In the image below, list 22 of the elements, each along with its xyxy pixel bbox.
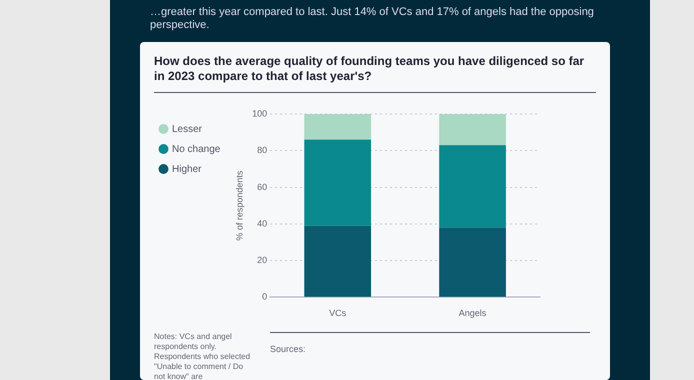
legend-label: Lesser <box>172 124 203 135</box>
y-tick-label: 80 <box>257 145 268 156</box>
y-tick-label: 60 <box>257 182 268 192</box>
text: Notes: VCs and angel respondents only. Respondents who selected "Unable to comment / Do not know" are <box>154 332 252 380</box>
legend-label: Higher <box>172 164 202 175</box>
bar <box>439 145 506 228</box>
y-tick-label: 0 <box>262 292 268 302</box>
text: …greater this year compared to last. Just 14% of VCs and 17% of angels had the opposing perspective. <box>150 6 595 32</box>
bar <box>304 140 372 226</box>
chart-title: How does the average quality of founding teams you have diligenced so far in 2023 compare to that of last year's? <box>154 54 586 84</box>
bar <box>304 114 372 140</box>
y-tick-label: 100 <box>252 108 268 118</box>
bar <box>439 228 506 297</box>
y-tick-label: 20 <box>257 255 268 266</box>
x-tick-label: Angels <box>458 308 487 318</box>
bar <box>304 226 372 297</box>
bar <box>439 114 506 146</box>
source-note: Sources: <box>270 344 306 354</box>
legend-label: No change <box>172 144 221 155</box>
x-tick-label: VCs <box>329 308 347 318</box>
y-tick-label: 40 <box>257 218 268 228</box>
y-axis-title: % of respondents <box>234 170 244 241</box>
